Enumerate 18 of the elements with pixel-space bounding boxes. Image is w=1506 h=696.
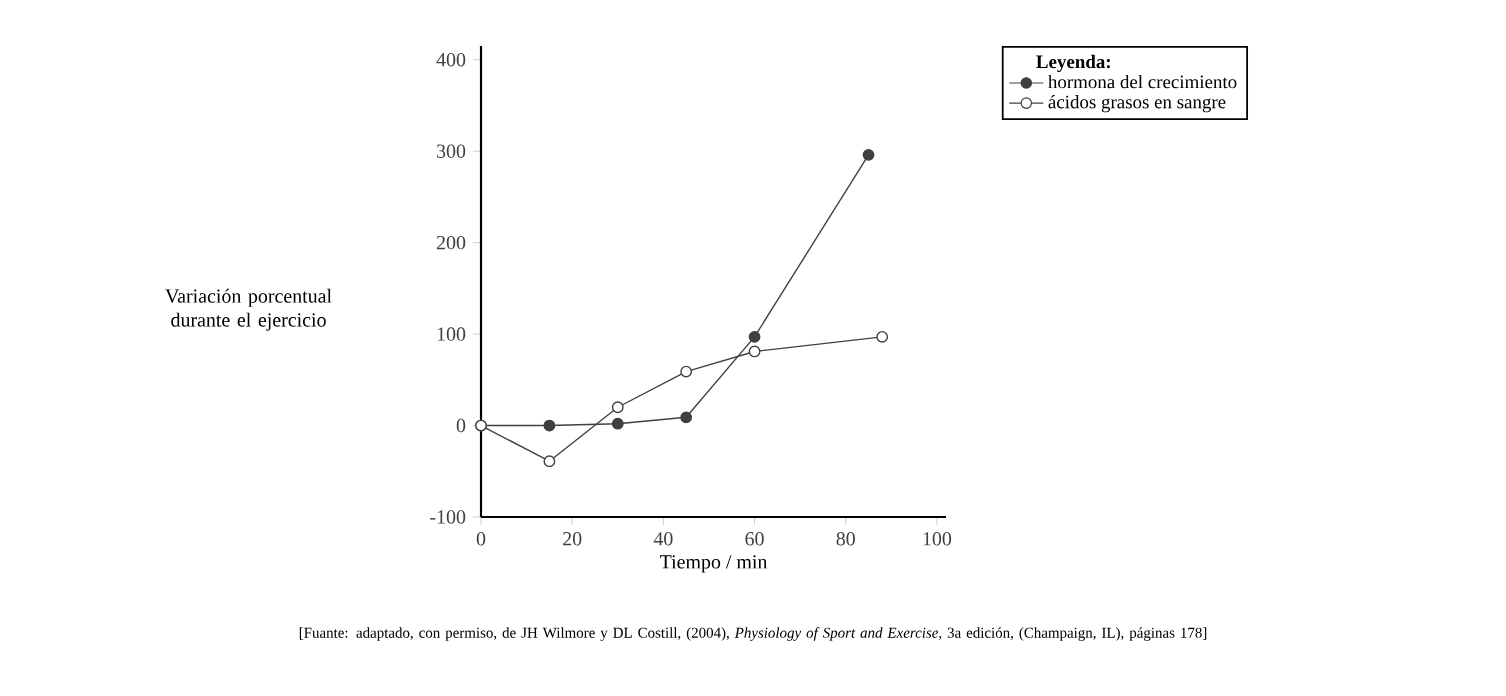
- y-axis-title: Variación porcentual durante el ejercicio: [165, 288, 332, 331]
- y-tick-label: 100: [437, 327, 466, 341]
- legend-title: Leyenda:: [1036, 54, 1110, 73]
- y-tick-label: 400: [436, 52, 466, 67]
- x-tick-label: 80: [836, 532, 855, 546]
- x-axis-title: Tiempo / min: [660, 555, 768, 573]
- y-tick-label: -100: [430, 510, 466, 524]
- x-tick-label: 0: [476, 532, 486, 546]
- x-tick-label: 40: [653, 532, 673, 546]
- y-tick-label: 200: [436, 235, 466, 250]
- x-tick-label: 20: [563, 532, 582, 546]
- text: [Fuante: adaptado, con permiso, de JH Wilmore y DL Costill, (2004), Physiology of Sport and Exercise, 3a edición, (Champaign, IL), páginas 178]: [299, 627, 1207, 641]
- y-tick-label: 0: [456, 418, 466, 433]
- x-tick-label: 60: [745, 532, 764, 546]
- x-tick-label: 100: [923, 532, 952, 546]
- legend-label: hormona del crecimiento: [1048, 74, 1237, 89]
- legend-label: ácidos grasos en sangre: [1048, 95, 1226, 113]
- y-tick-label: 300: [437, 144, 466, 158]
